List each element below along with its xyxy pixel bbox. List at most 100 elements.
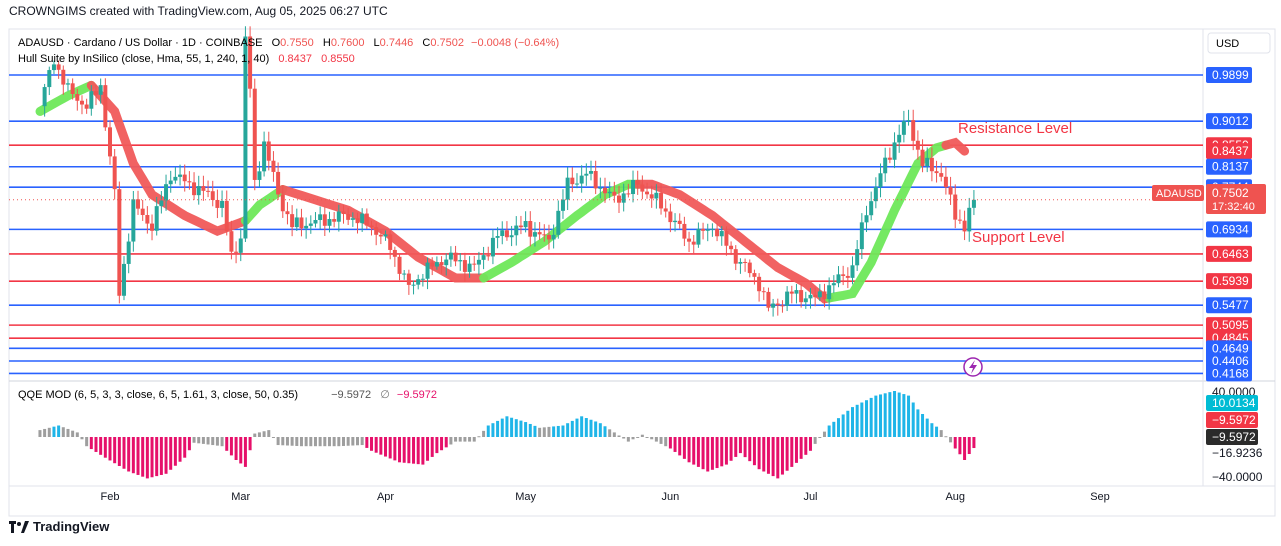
legend-close: 0.7502 (430, 37, 464, 49)
candle-body (593, 171, 598, 189)
candle-body (248, 36, 253, 89)
candle-body (458, 260, 463, 262)
candle-body (276, 171, 281, 195)
candle-body (304, 225, 309, 229)
candle-body (434, 262, 439, 267)
qqe-bar (519, 420, 523, 437)
qqe-bar (916, 409, 920, 437)
candle-body (654, 192, 659, 199)
tradingview-logo-icon (9, 520, 29, 533)
candle-body (911, 120, 916, 141)
price-label-bg (1206, 273, 1252, 290)
qqe-bar (426, 437, 430, 461)
qqe-bar (234, 437, 238, 460)
ticker-symbol-bg (1152, 185, 1204, 201)
qqe-bar (440, 437, 444, 451)
candle-body (766, 291, 771, 308)
candle-body (850, 265, 855, 278)
candle-body (117, 189, 122, 296)
candle-body (612, 191, 617, 196)
candle-body (948, 187, 953, 195)
qqe-bar (183, 437, 187, 458)
candle-body (878, 173, 883, 187)
qqe-bar (893, 391, 897, 437)
candle-body (397, 256, 402, 274)
time-label-feb: Feb (101, 491, 120, 503)
qqe-bar (374, 437, 378, 453)
candle-body (701, 228, 706, 231)
qqe-bar (486, 425, 490, 437)
candle-body (182, 174, 187, 182)
candle-body (813, 294, 818, 298)
qqe-bar (444, 437, 448, 448)
candle-body (93, 91, 98, 95)
qqe-bar (304, 437, 308, 447)
qqe-bar (155, 437, 159, 477)
tradingview-footer[interactable]: TradingView (9, 519, 109, 534)
qqe-bar (178, 437, 182, 462)
legend-low: 0.7446 (380, 37, 414, 49)
candle-body (467, 263, 472, 272)
price-label-bg (1206, 353, 1252, 369)
indicator-value-2: 0.8550 (321, 53, 355, 65)
candle-body (897, 134, 902, 143)
candle-body (920, 149, 925, 167)
hull-segment-up (824, 140, 951, 303)
candle-body (486, 255, 491, 257)
qqe-bar (617, 435, 621, 437)
qqe-bar (552, 426, 556, 437)
qqe-bar (80, 437, 84, 440)
qqe-bar (131, 437, 135, 474)
candle-body (925, 157, 930, 167)
qqe-bar (66, 428, 70, 437)
candle-body (79, 100, 84, 105)
price-axis: 0.98990.90120.85500.84370.81370.77440.69… (1206, 67, 1252, 382)
price-label-bg (1206, 143, 1252, 160)
candle-body (98, 85, 103, 95)
qqe-bar (370, 437, 374, 451)
qqe-bar (299, 437, 303, 447)
qqe-bar (89, 437, 93, 450)
qqe-bar (748, 437, 752, 462)
qqe-bar (332, 437, 336, 447)
candle-body (715, 228, 720, 237)
qqe-bar (528, 423, 532, 437)
qqe-bar (75, 432, 79, 437)
candle-body (51, 64, 56, 71)
qqe-bar (468, 437, 472, 442)
candle-body (640, 184, 645, 192)
candle-body (70, 83, 75, 95)
qqe-bar (281, 437, 285, 446)
qqe-bar (687, 437, 691, 463)
candle-body (551, 234, 556, 240)
candle-body (836, 274, 841, 284)
candle-body (336, 211, 341, 222)
qqe-bar (720, 437, 724, 467)
qqe-bar (855, 404, 859, 437)
candle-body (355, 218, 360, 224)
candle-body (528, 221, 533, 237)
qqe-bar (253, 433, 257, 437)
qqe-name: QQE MOD (6, 5, 3, 3, close, 6, 5, 1.61, … (18, 389, 298, 401)
qqe-bar (846, 410, 850, 437)
price-label-bg (1206, 113, 1252, 130)
candle-body (215, 199, 220, 208)
candle-body (855, 249, 860, 266)
qqe-label-bg (1206, 395, 1258, 411)
candle-body (159, 200, 164, 207)
ticker-tag: ADAUSD 0.7502 17:32:40 (1152, 184, 1266, 214)
candle-body (626, 193, 631, 195)
qqe-bar (715, 437, 719, 469)
qqe-bar (356, 437, 359, 446)
currency-selector[interactable]: USD (1207, 32, 1271, 54)
qqe-bar (108, 437, 112, 461)
candle-body (967, 207, 972, 232)
qqe-bar (197, 437, 201, 444)
candle-body (75, 94, 80, 101)
price-label-bg (1206, 158, 1252, 175)
flash-icon[interactable] (963, 357, 983, 377)
qqe-bar (762, 437, 766, 472)
candle-body (378, 234, 383, 237)
price-label-bg (1206, 365, 1252, 382)
